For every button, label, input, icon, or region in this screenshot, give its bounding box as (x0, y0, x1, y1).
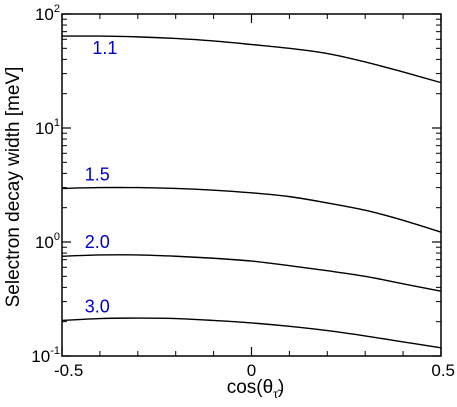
x-tick-label: 0 (247, 361, 256, 380)
series-label-3: 2.0 (85, 232, 110, 252)
series-label-4: 3.0 (85, 296, 110, 316)
curves (61, 35, 442, 349)
y-tick-label: 102 (35, 3, 60, 24)
x-tick-label: -0.5 (54, 361, 83, 380)
series-line-1 (61, 35, 442, 84)
curve-labels: 1.1 1.5 2.0 3.0 (85, 38, 118, 316)
series-label-2: 1.5 (85, 164, 110, 184)
series-label-1: 1.1 (92, 38, 117, 58)
y-tick-label: 10-1 (31, 345, 60, 366)
series-line-3 (61, 254, 442, 292)
tick-labels: -0.5 0 0.5 10-1 100 101 102 (31, 3, 455, 380)
x-axis-label: cos(θτ̃) (227, 377, 285, 401)
series-line-4 (61, 317, 442, 349)
ticks (61, 13, 442, 357)
x-axis-label-close: ) (278, 377, 284, 398)
plot-frame (61, 13, 442, 357)
series-line-2 (61, 186, 442, 233)
y-tick-label: 101 (35, 117, 60, 138)
x-tick-label: 0.5 (431, 361, 455, 380)
y-tick-label: 100 (35, 231, 60, 252)
y-axis-label: Selectron decay width [meV] (3, 67, 24, 308)
x-axis-label-main: cos(θ (227, 377, 273, 398)
